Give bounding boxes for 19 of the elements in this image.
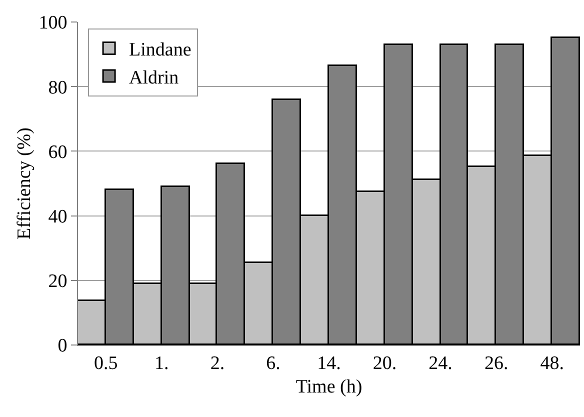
x-tick-label: 14. [317, 352, 341, 374]
x-tick-label: 2. [210, 352, 225, 374]
x-tick-label: 48. [540, 352, 564, 374]
x-tick-label: 24. [428, 352, 452, 374]
y-axis-title: Efficiency (%) [14, 127, 35, 240]
x-tick-label: 1. [154, 352, 169, 374]
y-tick-label: 40 [48, 206, 68, 228]
y-tick-label: 0 [58, 336, 68, 357]
y-tick-label: 60 [48, 142, 68, 163]
legend-label: Aldrin [129, 67, 180, 88]
y-tick-label: 20 [48, 271, 68, 292]
y-tick-label: 80 [48, 77, 68, 98]
x-tick-label: 6. [266, 352, 280, 374]
legend-label: Lindane [129, 40, 192, 61]
x-tick-label: 0.5 [94, 352, 118, 374]
x-tick-label: 26. [484, 352, 508, 374]
y-tick-label: 100 [38, 12, 68, 34]
x-tick-label: 20. [372, 352, 397, 374]
x-axis-title: Time (h) [296, 376, 362, 398]
